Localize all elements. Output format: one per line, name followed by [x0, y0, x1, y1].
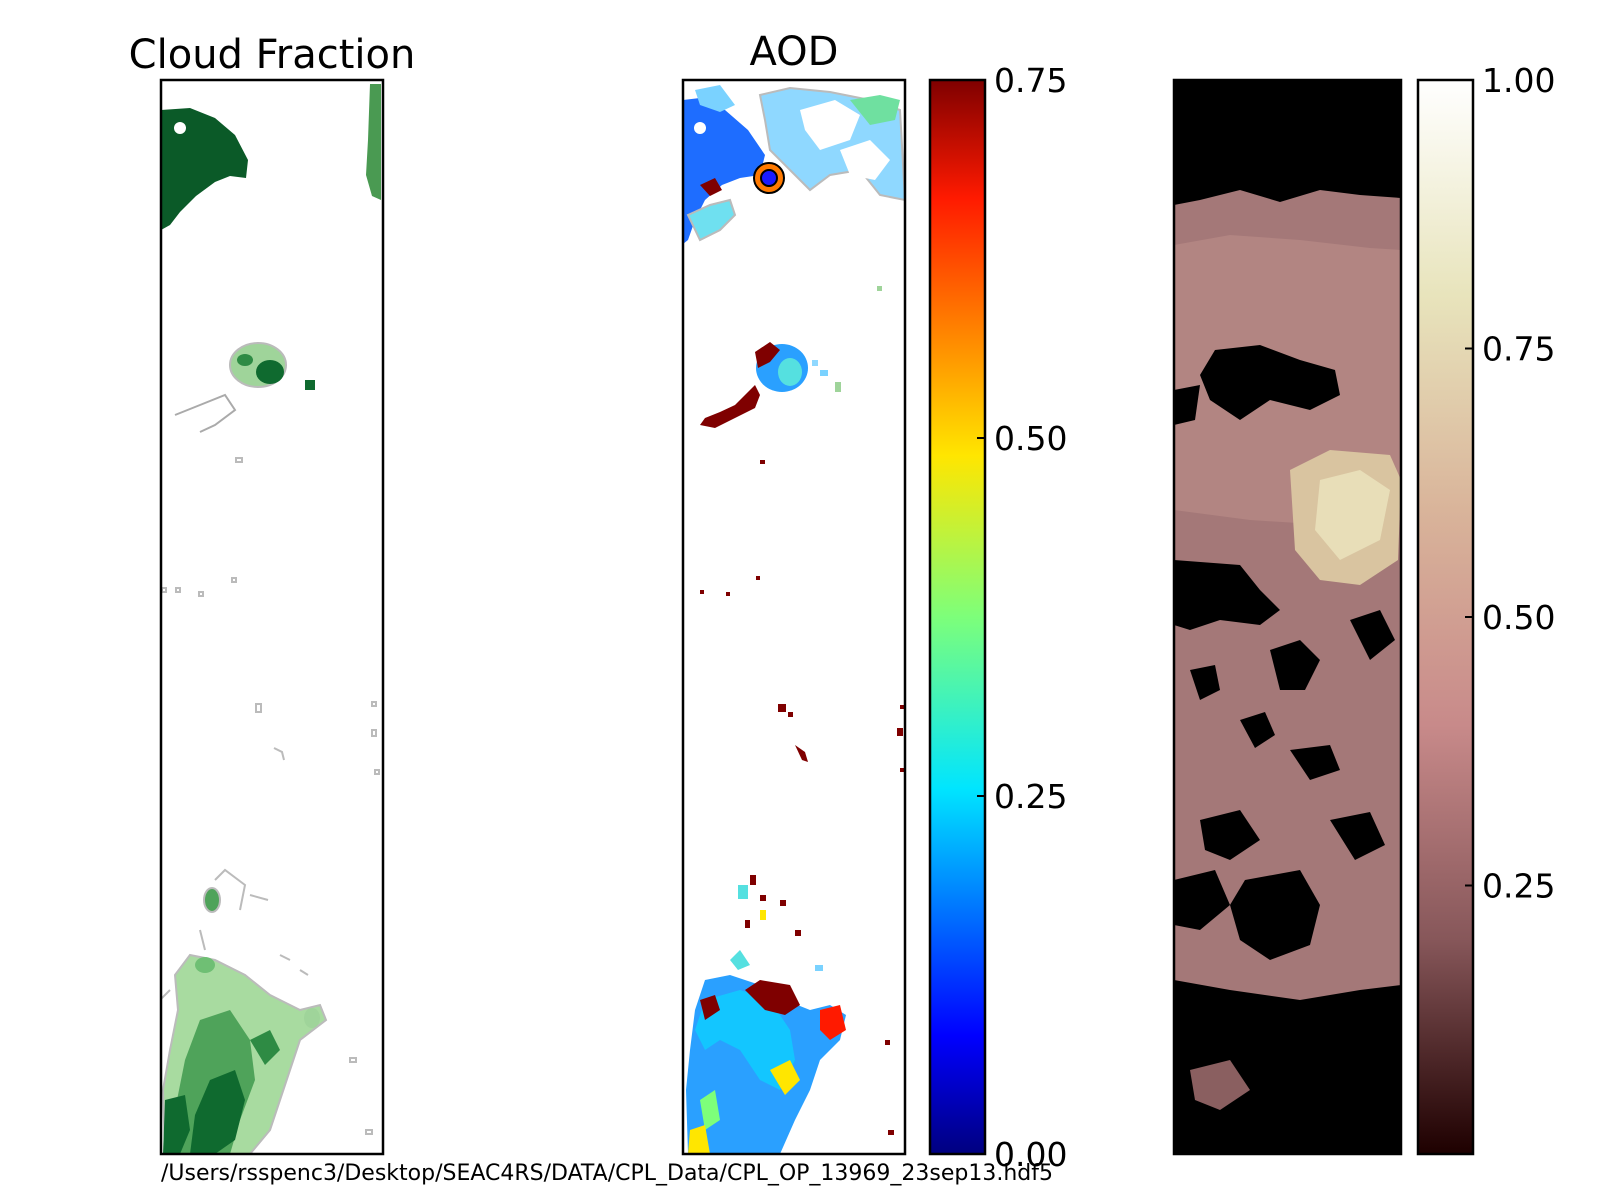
cloud-fraction-map	[161, 80, 383, 1154]
mid-cloud-patch	[174, 342, 315, 433]
aod-marker-inner	[760, 169, 778, 187]
aod-mid-patch	[700, 342, 841, 428]
colorbar-tick-label: 0.75	[1482, 330, 1555, 369]
pink-frame	[1172, 78, 1403, 1156]
colorbar-tick-label: 0.00	[994, 1135, 1067, 1174]
pink-colorbar	[1416, 78, 1475, 1156]
pink-colorbar-ticks: 1.00 0.75 0.50 0.25	[1465, 61, 1555, 906]
aod-low-region	[683, 98, 765, 244]
dark-region-1	[1200, 345, 1340, 420]
colorbar-tick-label: 1.00	[1482, 61, 1555, 100]
aod-bottom-region	[686, 875, 846, 1154]
dark-region-3	[1230, 870, 1320, 960]
colorbar-tick-label: 0.25	[994, 777, 1067, 816]
colorbar-tick-label: 0.25	[1482, 867, 1555, 906]
aod-map	[683, 80, 905, 1154]
cloud-fraction-frame	[159, 78, 385, 1156]
pink-map	[1174, 80, 1401, 1154]
file-path-label: /Users/rsspenc3/Desktop/SEAC4RS/DATA/CPL…	[161, 1161, 1053, 1186]
aod-colorbar	[928, 78, 987, 1156]
aod-colorbar-ticks: 0.75 0.50 0.25 0.00	[977, 61, 1067, 1174]
colorbar-tick-label: 0.75	[994, 61, 1067, 100]
dark-region-2	[1174, 560, 1280, 630]
colorbar-tick-label: 0.50	[994, 419, 1067, 458]
bottom-cloud-region	[161, 868, 328, 1154]
aod-title: AOD	[750, 29, 839, 75]
cloud-fraction-title: Cloud Fraction	[129, 32, 416, 78]
aod-frame	[681, 78, 907, 1156]
dense-cloud-region	[161, 108, 248, 230]
colorbar-tick-label: 0.50	[1482, 598, 1555, 637]
